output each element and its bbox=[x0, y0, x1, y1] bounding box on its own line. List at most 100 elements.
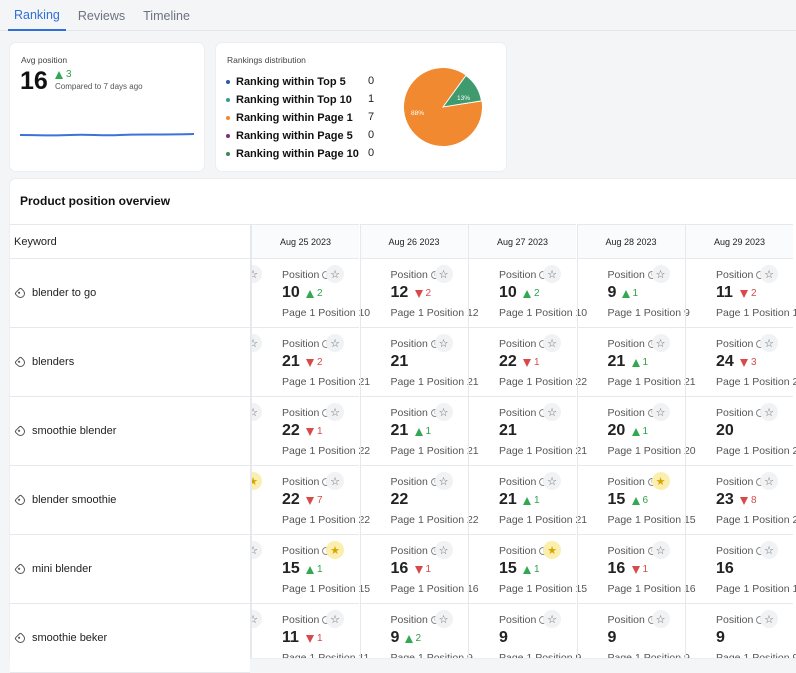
keyword-row[interactable]: blender smoothie bbox=[10, 466, 250, 535]
position-delta-value: 6 bbox=[642, 495, 649, 506]
position-delta: 2 bbox=[306, 288, 323, 299]
page-position-text: Page 1 Position 12 bbox=[390, 307, 479, 319]
star-icon[interactable]: ☆ bbox=[651, 265, 670, 283]
keyword-row[interactable]: mini blender bbox=[10, 535, 250, 604]
position-cell: ☆12 bbox=[251, 265, 262, 283]
star-icon[interactable]: ☆ bbox=[251, 334, 262, 352]
star-icon[interactable]: ☆ bbox=[651, 334, 670, 352]
distribution-row: Ranking within Top 10 bbox=[226, 92, 376, 108]
star-icon[interactable]: ☆ bbox=[760, 610, 778, 628]
tab-ranking[interactable]: Ranking bbox=[8, 0, 66, 31]
arrow-up-icon bbox=[306, 565, 314, 574]
star-icon[interactable]: ☆ bbox=[651, 403, 670, 421]
position-delta-value: 2 bbox=[415, 633, 422, 644]
star-icon[interactable]: ☆ bbox=[251, 610, 262, 628]
position-delta-value: 1 bbox=[534, 495, 540, 506]
position-label-text: Position bbox=[716, 407, 754, 419]
position-delta: 2 bbox=[740, 288, 757, 299]
pie-label-big: 88% bbox=[411, 110, 424, 117]
position-delta-value: 1 bbox=[425, 564, 432, 575]
star-icon[interactable]: ☆ bbox=[434, 265, 453, 283]
star-icon[interactable]: ☆ bbox=[251, 541, 262, 559]
page-position-text: Page 1 Position 11 bbox=[716, 307, 796, 319]
star-icon[interactable]: ★ bbox=[543, 541, 561, 559]
star-icon[interactable]: ★ bbox=[251, 472, 262, 490]
star-icon[interactable]: ☆ bbox=[543, 265, 561, 283]
star-icon[interactable]: ☆ bbox=[434, 334, 453, 352]
position-label-text: Position bbox=[390, 545, 428, 557]
avg-position-card: Avg position 16 3 Compared to 7 days ago bbox=[10, 43, 204, 171]
position-label: Positioni bbox=[716, 614, 765, 626]
position-value: 9 bbox=[607, 284, 617, 301]
star-icon[interactable]: ☆ bbox=[760, 403, 778, 421]
page-position-text: Page 1 Position 15 bbox=[607, 514, 696, 526]
page-position-text: Page 1 Position 21 bbox=[499, 514, 588, 526]
star-icon[interactable]: ☆ bbox=[326, 403, 344, 421]
star-icon[interactable]: ★ bbox=[326, 541, 344, 559]
star-icon[interactable]: ☆ bbox=[651, 610, 670, 628]
page-position-text: Page 1 Position 15 bbox=[499, 583, 588, 595]
star-icon[interactable]: ☆ bbox=[326, 472, 344, 490]
distribution-row-count: 0 bbox=[368, 75, 375, 87]
keyword-row[interactable]: blenders bbox=[10, 328, 250, 397]
position-cell: Positioni☆ 23 8 Page 1 Position 2 bbox=[686, 466, 796, 535]
position-delta: 1 bbox=[414, 426, 432, 437]
star-icon[interactable]: ☆ bbox=[651, 541, 670, 559]
legend-dot-icon bbox=[226, 80, 230, 84]
keyword-row[interactable]: smoothie blender bbox=[10, 397, 250, 466]
page-position-text: Page 1 Position 21 bbox=[390, 376, 479, 388]
star-icon[interactable]: ☆ bbox=[760, 541, 778, 559]
tab-timeline[interactable]: Timeline bbox=[143, 8, 190, 23]
page-position-text: Page 1 Position 10 bbox=[282, 307, 371, 319]
avg-position-sparkline bbox=[20, 133, 194, 137]
star-icon[interactable]: ☆ bbox=[760, 472, 778, 490]
star-icon[interactable]: ☆ bbox=[251, 265, 262, 283]
position-cell: Positioni☆ 21 Page 1 Position 21 bbox=[469, 397, 587, 466]
position-label-text: Position bbox=[282, 614, 320, 626]
star-icon[interactable]: ☆ bbox=[251, 403, 262, 421]
keyword-row[interactable]: smoothie beker bbox=[10, 604, 250, 673]
arrow-down-icon bbox=[306, 358, 314, 367]
keyword-label: smoothie beker bbox=[32, 632, 108, 644]
star-icon[interactable]: ☆ bbox=[434, 403, 453, 421]
star-icon[interactable]: ☆ bbox=[543, 403, 561, 421]
star-icon[interactable]: ★ bbox=[651, 472, 670, 490]
star-icon[interactable]: ☆ bbox=[434, 472, 453, 490]
rankings-distribution-card: Rankings distribution 88% 13% Ranking wit… bbox=[216, 43, 506, 171]
star-icon[interactable]: ☆ bbox=[760, 334, 778, 352]
tag-icon bbox=[14, 631, 27, 645]
star-icon[interactable]: ☆ bbox=[434, 610, 453, 628]
keyword-label: blender to go bbox=[32, 287, 97, 299]
star-icon[interactable]: ☆ bbox=[543, 334, 561, 352]
position-label: Positioni bbox=[716, 269, 765, 281]
star-icon[interactable]: ☆ bbox=[326, 265, 344, 283]
page-position-text: Page 1 Position 16 bbox=[390, 583, 479, 595]
avg-position-value: 16 bbox=[20, 67, 48, 95]
position-label: Positioni bbox=[391, 476, 439, 488]
keyword-row[interactable]: blender to go bbox=[10, 259, 250, 328]
tab-reviews[interactable]: Reviews bbox=[77, 8, 126, 23]
position-grid: ☆12☆19☆21★15☆16☆19Aug 25 2023Positioni☆1… bbox=[250, 224, 796, 658]
position-value: 9 bbox=[390, 629, 400, 646]
position-delta: 6 bbox=[631, 495, 649, 506]
position-label-text: Position bbox=[607, 614, 645, 626]
star-icon[interactable]: ☆ bbox=[543, 472, 561, 490]
position-value: 22 bbox=[282, 422, 300, 439]
position-value: 16 bbox=[716, 560, 734, 577]
position-label: Positioni bbox=[499, 338, 548, 350]
position-label-text: Position bbox=[282, 476, 320, 488]
position-delta-value: 1 bbox=[425, 426, 432, 437]
position-label: Positioni bbox=[608, 407, 656, 419]
arrow-down-icon bbox=[306, 496, 314, 505]
star-icon[interactable]: ☆ bbox=[543, 610, 561, 628]
position-delta-value: 1 bbox=[642, 357, 649, 368]
star-icon[interactable]: ☆ bbox=[326, 610, 344, 628]
position-value: 21 bbox=[282, 353, 300, 370]
star-icon[interactable]: ☆ bbox=[760, 265, 778, 283]
position-value: 22 bbox=[390, 491, 409, 508]
star-icon[interactable]: ☆ bbox=[326, 334, 344, 352]
star-icon[interactable]: ☆ bbox=[434, 541, 453, 559]
